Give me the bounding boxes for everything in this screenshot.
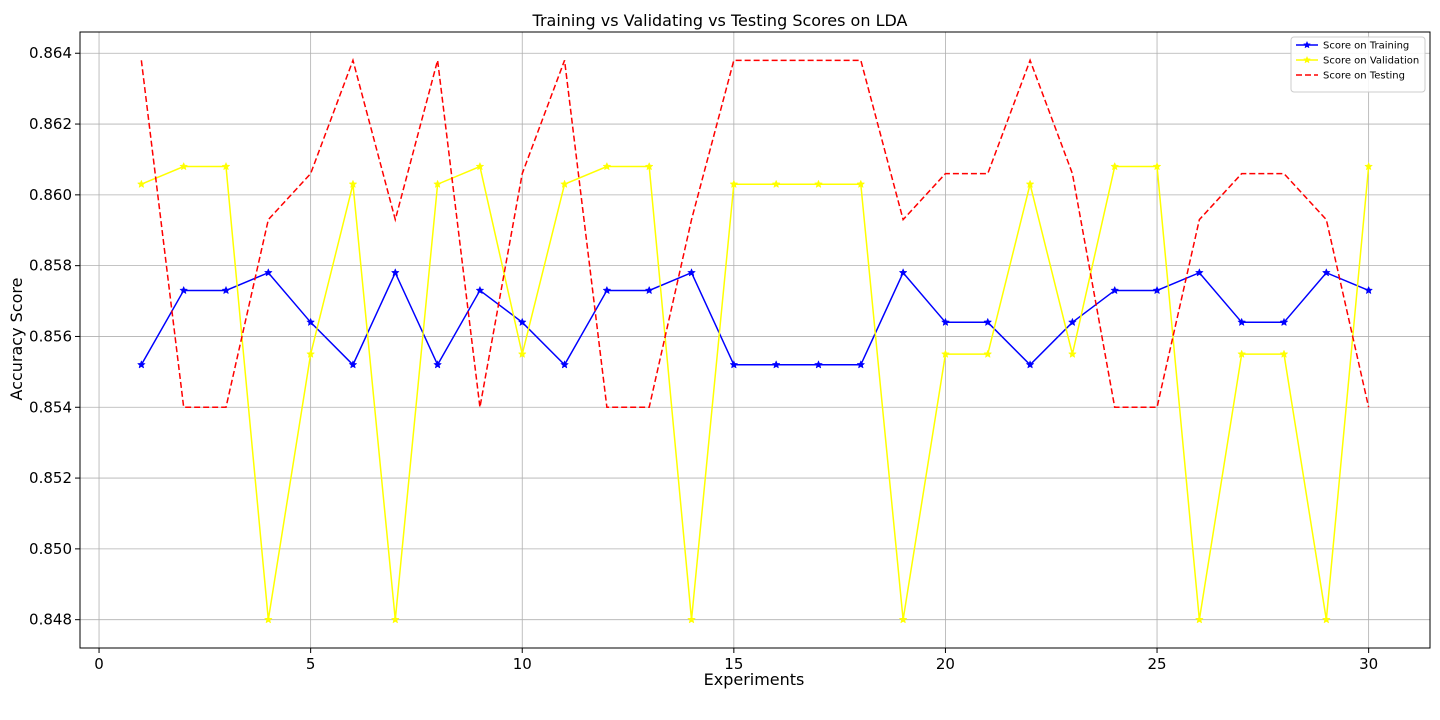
data-point bbox=[179, 285, 189, 295]
data-point bbox=[390, 268, 400, 277]
x-tick-label: 15 bbox=[724, 655, 743, 673]
chart-title: Training vs Validating vs Testing Scores… bbox=[532, 11, 908, 30]
data-point bbox=[560, 360, 569, 369]
x-tick-label: 10 bbox=[513, 655, 532, 673]
data-point bbox=[517, 317, 527, 327]
axis-ticks: 0 5 10 15 20 25 30 0.848 0.850 0.852 0.854 0.856 0.8… bbox=[29, 44, 1378, 673]
plot-frame bbox=[79, 31, 1431, 649]
data-point bbox=[941, 349, 950, 358]
data-point bbox=[814, 360, 823, 369]
data-point bbox=[687, 268, 696, 277]
data-point bbox=[771, 179, 781, 188]
legend-marker bbox=[1303, 40, 1311, 49]
data-point bbox=[729, 360, 739, 369]
legend-marker bbox=[1303, 55, 1311, 64]
data-point bbox=[1067, 317, 1077, 327]
data-point bbox=[390, 615, 400, 624]
legend-label: Score on Training bbox=[1323, 41, 1409, 52]
data-point bbox=[1237, 349, 1247, 358]
series-0 bbox=[136, 268, 1374, 369]
y-tick-label: 0.864 bbox=[29, 44, 72, 62]
data-point bbox=[1067, 349, 1077, 358]
data-point bbox=[687, 615, 696, 624]
y-tick-label: 0.860 bbox=[29, 186, 72, 204]
y-tick-label: 0.862 bbox=[29, 115, 72, 133]
series-2 bbox=[140, 57, 1370, 409]
data-point bbox=[1279, 349, 1289, 358]
data-point bbox=[1194, 615, 1204, 624]
y-tick-label: 0.850 bbox=[29, 540, 72, 558]
data-point bbox=[221, 285, 231, 295]
series-line bbox=[140, 57, 1370, 409]
data-point bbox=[179, 161, 189, 171]
data-point bbox=[771, 360, 781, 369]
data-point bbox=[475, 285, 485, 295]
data-point bbox=[221, 161, 231, 171]
data-point bbox=[983, 317, 993, 327]
data-point bbox=[348, 360, 358, 369]
data-point bbox=[1194, 268, 1204, 277]
data-point bbox=[1279, 317, 1289, 327]
x-axis-label: Experiments bbox=[704, 670, 805, 689]
x-tick-label: 30 bbox=[1359, 655, 1378, 673]
data-point bbox=[263, 615, 273, 624]
data-point bbox=[560, 179, 569, 188]
legend: Score on Training Score on Validation Scor… bbox=[1290, 36, 1426, 93]
x-tick-label: 20 bbox=[936, 655, 955, 673]
y-axis-label: Accuracy Score bbox=[7, 278, 26, 401]
grid-lines bbox=[80, 32, 1430, 648]
data-point bbox=[856, 360, 866, 369]
data-point bbox=[475, 161, 485, 171]
data-point bbox=[517, 349, 527, 358]
data-point bbox=[602, 285, 612, 295]
x-tick-label: 25 bbox=[1147, 655, 1166, 673]
data-point bbox=[941, 317, 950, 327]
x-tick-label: 5 bbox=[306, 655, 316, 673]
y-tick-label: 0.848 bbox=[29, 611, 72, 629]
data-point bbox=[856, 179, 866, 188]
data-point bbox=[1321, 268, 1331, 277]
y-tick-label: 0.858 bbox=[29, 257, 72, 275]
data-point bbox=[814, 179, 823, 188]
data-point bbox=[1110, 285, 1120, 295]
data-point bbox=[1364, 285, 1374, 295]
y-tick-label: 0.852 bbox=[29, 469, 72, 487]
series-layer bbox=[136, 57, 1374, 624]
data-point bbox=[1237, 317, 1247, 327]
data-point bbox=[306, 349, 316, 358]
data-point bbox=[136, 179, 146, 188]
data-point bbox=[348, 179, 358, 188]
data-point bbox=[1152, 161, 1162, 171]
data-point bbox=[1110, 161, 1120, 171]
legend-label: Score on Validation bbox=[1323, 56, 1419, 67]
legend-label: Score on Testing bbox=[1323, 71, 1405, 82]
data-point bbox=[1025, 179, 1035, 188]
data-point bbox=[983, 349, 993, 358]
data-point bbox=[898, 268, 908, 277]
data-point bbox=[433, 179, 443, 188]
data-point bbox=[306, 317, 316, 327]
series-1 bbox=[136, 161, 1374, 624]
data-point bbox=[1364, 161, 1374, 171]
data-point bbox=[729, 179, 739, 188]
data-point bbox=[263, 268, 273, 277]
series-line bbox=[141, 165, 1370, 620]
data-point bbox=[1025, 360, 1035, 369]
data-point bbox=[898, 615, 908, 624]
series-line bbox=[140, 270, 1369, 367]
data-point bbox=[644, 161, 654, 171]
x-tick-label: 0 bbox=[94, 655, 104, 673]
y-tick-label: 0.854 bbox=[29, 398, 72, 416]
y-tick-label: 0.856 bbox=[29, 327, 72, 345]
legend-box bbox=[1290, 36, 1426, 93]
data-point bbox=[1152, 285, 1162, 295]
data-point bbox=[602, 161, 612, 171]
data-point bbox=[433, 360, 443, 369]
data-point bbox=[1321, 615, 1331, 624]
data-point bbox=[644, 285, 654, 295]
data-point bbox=[136, 360, 146, 369]
